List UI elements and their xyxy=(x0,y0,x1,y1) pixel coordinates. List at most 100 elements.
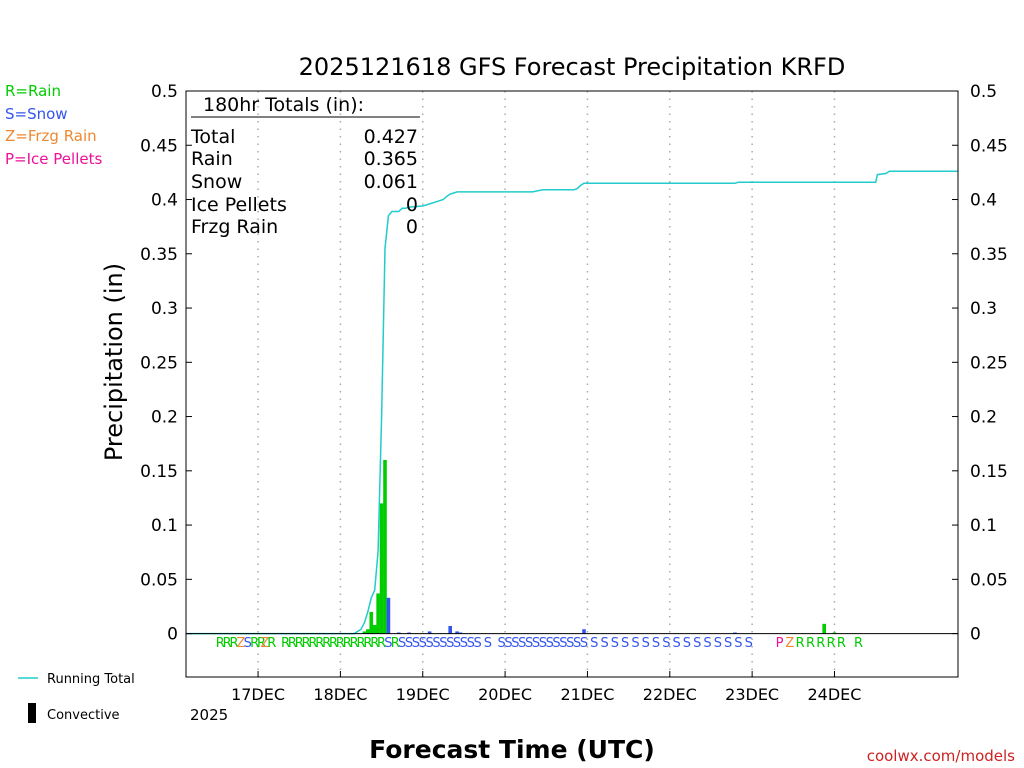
y-tick-label-right: 0.45 xyxy=(970,136,1008,156)
precip-type-letter: R xyxy=(370,636,379,651)
precip-type-letter: S xyxy=(432,636,440,651)
precip-type-letter: R xyxy=(363,636,372,651)
convective-legend: Convective xyxy=(47,708,120,723)
precip-type-letter: S xyxy=(724,636,732,651)
precip-type-letter: S xyxy=(405,636,413,651)
running-total-legend: Running Total xyxy=(47,672,135,687)
precip-type-letter: S xyxy=(652,636,660,651)
precip-type-letter: R xyxy=(288,636,297,651)
precip-bar xyxy=(379,503,384,634)
y-tick-label-right: 0.5 xyxy=(970,82,997,102)
legend-ice-pellets: P=Ice Pellets xyxy=(5,150,102,168)
precip-type-letter: S xyxy=(642,636,650,651)
precip-bar xyxy=(376,593,380,634)
precip-type-letter: S xyxy=(532,636,540,651)
y-tick-label: 0.15 xyxy=(140,462,178,482)
precip-bar xyxy=(458,632,463,634)
precip-type-letter: S xyxy=(419,636,427,651)
precip-type-letter: R xyxy=(216,636,225,651)
precip-bar xyxy=(427,631,432,634)
precip-type-letter: Z xyxy=(785,636,794,651)
precip-type-letter: R xyxy=(816,636,825,651)
precip-bar xyxy=(366,629,370,634)
type-legend: R=Rain S=Snow Z=Frzg Rain P=Ice Pellets xyxy=(5,82,102,168)
y-tick-label-right: 0.25 xyxy=(970,353,1008,373)
precip-type-letter: R xyxy=(827,636,836,651)
precip-type-letter: S xyxy=(518,636,526,651)
precip-bar xyxy=(383,459,387,634)
legend-rain: R=Rain xyxy=(5,82,61,100)
year-label: 2025 xyxy=(190,706,228,724)
precip-type-letter: R xyxy=(223,636,232,651)
x-tick-label: 17DEC xyxy=(231,685,285,704)
precip-bar xyxy=(362,631,367,634)
x-tick-label: 24DEC xyxy=(807,685,861,704)
precip-type-letter: S xyxy=(498,636,506,651)
precip-type-letter: S xyxy=(546,636,554,651)
y-axis-label: Precipitation (in) xyxy=(100,263,128,461)
precip-type-letter: S xyxy=(559,636,567,651)
precip-type-letter: S xyxy=(384,636,392,651)
precip-bar xyxy=(455,631,459,634)
y-tick-label: 0.1 xyxy=(151,516,178,536)
precip-type-letter: R xyxy=(854,636,863,651)
y-tick-label: 0 xyxy=(167,625,178,645)
precip-type-letter: R xyxy=(837,636,846,651)
precip-type-letter: R xyxy=(329,636,338,651)
y-tick-label: 0.4 xyxy=(151,191,178,211)
y-tick-label-right: 0.2 xyxy=(970,408,997,428)
precip-type-letter: S xyxy=(621,636,629,651)
running-total-line xyxy=(186,170,958,635)
precip-type-letter: R xyxy=(356,636,365,651)
precip-type-letter: S xyxy=(714,636,722,651)
totals-label-rain: Rain xyxy=(191,148,233,170)
x-tick-label: 20DEC xyxy=(478,685,532,704)
precip-bar xyxy=(733,632,737,634)
y-tick-label-right: 0.1 xyxy=(970,516,997,536)
precip-type-letter: R xyxy=(377,636,386,651)
precip-type-letter: S xyxy=(590,636,598,651)
precip-type-letter: Z xyxy=(260,636,269,651)
precip-type-letter: S xyxy=(611,636,619,651)
precip-type-letter: R xyxy=(250,636,259,651)
precip-type-letter: S xyxy=(439,636,447,651)
y-tick-label-right: 0.05 xyxy=(970,570,1008,590)
precip-type-letter: S xyxy=(467,636,475,651)
precip-bar xyxy=(372,624,377,634)
y-tick-label-right: 0 xyxy=(970,625,981,645)
precip-type-letter: S xyxy=(484,636,492,651)
totals-value-snow: 0.061 xyxy=(364,171,418,193)
precip-type-letter: R xyxy=(315,636,324,651)
totals-label-ice: Ice Pellets xyxy=(191,194,287,216)
precip-type-letter: S xyxy=(600,636,608,651)
totals-value-ice: 0 xyxy=(406,194,418,216)
precip-type-letter: R xyxy=(336,636,345,651)
precip-bar xyxy=(822,623,826,634)
totals-header: 180hr Totals (in): xyxy=(203,94,364,116)
totals-label-total: Total xyxy=(190,126,235,148)
precip-bar xyxy=(407,632,411,634)
precip-type-letter: R xyxy=(806,636,815,651)
precip-bar xyxy=(396,632,401,634)
x-axis: 17DEC 18DEC 19DEC 20DEC 21DEC 22DEC 23DEC 24DEC xyxy=(231,671,861,704)
precip-type-letter: S xyxy=(631,636,639,651)
convective-swatch xyxy=(28,703,36,723)
y-tick-label: 0.45 xyxy=(140,136,178,156)
y-tick-label-right: 0.35 xyxy=(970,245,1008,265)
precip-type-letter: S xyxy=(734,636,742,651)
totals-value-frzg: 0 xyxy=(406,216,418,238)
precip-type-letter: P xyxy=(776,636,784,651)
precip-type-letter: S xyxy=(244,636,252,651)
totals-label-frzg: Frzg Rain xyxy=(191,216,278,238)
precip-bar xyxy=(832,632,837,634)
precip-type-letter: R xyxy=(796,636,805,651)
totals-label-snow: Snow xyxy=(191,171,242,193)
x-tick-label: 22DEC xyxy=(643,685,697,704)
credit-text: coolwx.com/models xyxy=(867,747,1015,765)
legend-snow: S=Snow xyxy=(5,105,68,123)
precip-bar xyxy=(386,597,391,634)
y-tick-label-right: 0.3 xyxy=(970,299,997,319)
precip-type-letter: S xyxy=(412,636,420,651)
precip-type-letter: S xyxy=(673,636,681,651)
precip-type-letter: R xyxy=(230,636,239,651)
